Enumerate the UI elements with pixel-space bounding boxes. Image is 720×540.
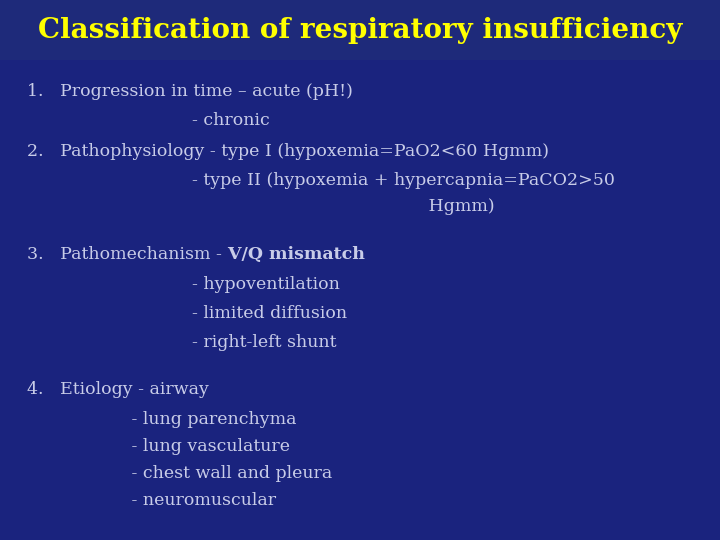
- Text: - lung vasculature: - lung vasculature: [27, 437, 290, 455]
- Text: 1.   Progression in time – acute (pH!): 1. Progression in time – acute (pH!): [27, 83, 354, 100]
- Text: - neuromuscular: - neuromuscular: [27, 491, 276, 509]
- Text: 2.   Pathophysiology - type I (hypoxemia=PaO2<60 Hgmm): 2. Pathophysiology - type I (hypoxemia=P…: [27, 143, 549, 160]
- Text: - lung parenchyma: - lung parenchyma: [27, 410, 297, 428]
- Text: 4.   Etiology - airway: 4. Etiology - airway: [27, 381, 210, 399]
- Text: - limited diffusion: - limited diffusion: [27, 305, 348, 322]
- Text: - right-left shunt: - right-left shunt: [27, 334, 337, 351]
- Text: Hgmm): Hgmm): [27, 198, 495, 215]
- Text: Classification of respiratory insufficiency: Classification of respiratory insufficie…: [38, 17, 682, 44]
- Text: V/Q mismatch: V/Q mismatch: [222, 246, 365, 264]
- Text: - chronic: - chronic: [27, 112, 270, 130]
- Text: - hypoventilation: - hypoventilation: [27, 275, 341, 293]
- Text: 3.   Pathomechanism -: 3. Pathomechanism -: [27, 246, 222, 264]
- Text: - type II (hypoxemia + hypercapnia=PaCO2>50: - type II (hypoxemia + hypercapnia=PaCO2…: [27, 172, 615, 189]
- Text: - chest wall and pleura: - chest wall and pleura: [27, 464, 333, 482]
- Bar: [0, 0, 720, 60]
